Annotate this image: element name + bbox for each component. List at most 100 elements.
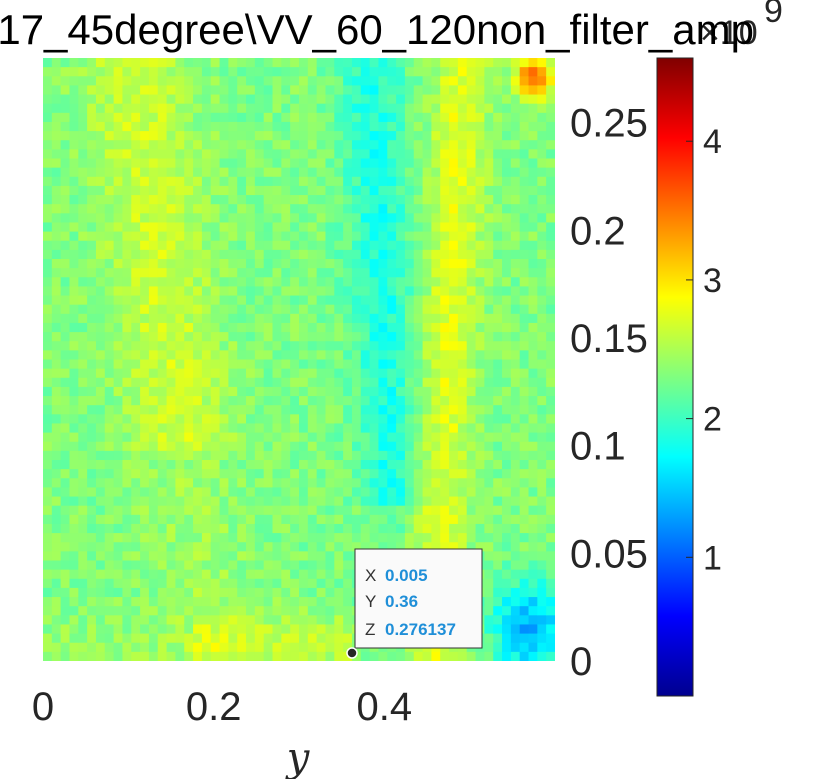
heatmap-cell <box>254 386 265 397</box>
heatmap-cell <box>175 322 185 333</box>
heatmap-cell <box>484 158 494 169</box>
heatmap-cell <box>43 350 53 361</box>
heatmap-cell <box>343 67 353 77</box>
heatmap-cell <box>404 231 415 242</box>
heatmap-cell <box>175 478 185 489</box>
heatmap-cell <box>60 204 71 214</box>
heatmap-cell <box>299 67 309 77</box>
heatmap-cell <box>131 460 141 470</box>
heatmap-cell <box>131 633 141 644</box>
datatip[interactable]: X 0.005 Y 0.36 Z 0.276137 <box>346 548 483 659</box>
heatmap-cell <box>87 131 97 141</box>
heatmap-cell <box>396 542 406 552</box>
heatmap-cell <box>113 359 124 370</box>
heatmap-cell <box>78 523 88 534</box>
heatmap-cell <box>449 240 459 251</box>
heatmap-cell <box>113 624 124 635</box>
heatmap-cell <box>387 405 397 415</box>
heatmap-cell <box>184 259 194 269</box>
heatmap-cell <box>60 359 71 370</box>
heatmap-cell <box>449 67 459 77</box>
heatmap-cell <box>325 322 335 333</box>
colorbar[interactable] <box>656 57 694 697</box>
heatmap-cell <box>210 231 221 242</box>
heatmap-cell <box>157 167 168 178</box>
heatmap-cell <box>104 624 115 635</box>
heatmap-cell <box>343 432 353 443</box>
heatmap-cell <box>122 469 132 479</box>
heatmap-cell <box>316 642 327 653</box>
heatmap-cell <box>396 469 406 479</box>
heatmap-cell <box>475 140 485 150</box>
heatmap-cell <box>246 295 256 306</box>
heatmap-cell <box>502 286 512 297</box>
heatmap-cell <box>484 58 494 68</box>
heatmap-cell <box>78 469 88 479</box>
heatmap-cell <box>387 533 397 543</box>
heatmap-cell <box>157 85 168 96</box>
heatmap-cell <box>166 167 177 178</box>
heatmap-cell <box>422 277 433 288</box>
heatmap-cell <box>299 195 309 205</box>
heatmap-cell <box>378 222 388 233</box>
heatmap-cell <box>351 469 362 479</box>
heatmap-cell <box>290 176 300 187</box>
heatmap-cell <box>43 359 53 370</box>
heatmap-cell <box>166 377 177 388</box>
heatmap-cell <box>104 578 115 589</box>
heatmap-cell <box>519 231 530 242</box>
heatmap-cell <box>113 103 124 114</box>
heatmap-cell <box>263 149 274 160</box>
heatmap-cell <box>166 195 177 205</box>
heatmap-cell <box>466 396 477 406</box>
heatmap-cell <box>519 560 530 571</box>
heatmap-cell <box>78 121 88 132</box>
heatmap-cell <box>175 551 185 562</box>
heatmap-cell <box>422 487 433 498</box>
datatip-marker[interactable] <box>346 647 358 659</box>
heatmap-cell <box>246 597 256 607</box>
heatmap-cell <box>254 487 265 498</box>
heatmap-cell <box>449 514 459 525</box>
heatmap-cell <box>290 478 300 489</box>
heatmap-cell <box>131 587 141 598</box>
heatmap-cell <box>87 231 97 242</box>
heatmap-cell <box>246 268 256 278</box>
heatmap-cell <box>404 651 415 661</box>
heatmap-cell <box>466 313 477 324</box>
heatmap-cell <box>254 103 265 114</box>
heatmap-cell <box>449 259 459 269</box>
heatmap-cell <box>325 478 335 489</box>
heatmap-cell <box>131 478 141 489</box>
heatmap-cell <box>493 103 503 114</box>
heatmap-cell <box>246 450 256 461</box>
heatmap-cell <box>51 158 62 169</box>
heatmap-cell <box>228 67 238 77</box>
heatmap-cell <box>307 231 318 242</box>
heatmap-cell <box>422 514 433 525</box>
heatmap-cell <box>166 131 177 141</box>
heatmap-cell <box>431 103 441 114</box>
heatmap-cell <box>290 85 300 96</box>
heatmap-cell <box>87 341 97 351</box>
heatmap-cell <box>78 386 88 397</box>
heatmap-cell <box>228 85 238 96</box>
heatmap-cell <box>396 651 406 661</box>
heatmap-cell <box>422 249 433 260</box>
heatmap-cell <box>43 295 53 306</box>
heatmap-cell <box>254 478 265 489</box>
heatmap-cell <box>325 158 335 169</box>
heatmap-cell <box>413 195 424 205</box>
heatmap-cell <box>254 204 265 214</box>
heatmap-cell <box>466 304 477 315</box>
heatmap-cell <box>263 606 274 616</box>
heatmap-cell <box>104 423 115 434</box>
heatmap-cell <box>493 185 503 196</box>
heatmap-cell <box>281 304 291 315</box>
heatmap-cell <box>43 286 53 297</box>
heatmap-cell <box>537 533 547 543</box>
heatmap-cell <box>360 268 371 278</box>
heatmap-cell <box>334 551 344 562</box>
heatmap-cell <box>87 396 97 406</box>
heatmap-cell <box>272 423 282 434</box>
